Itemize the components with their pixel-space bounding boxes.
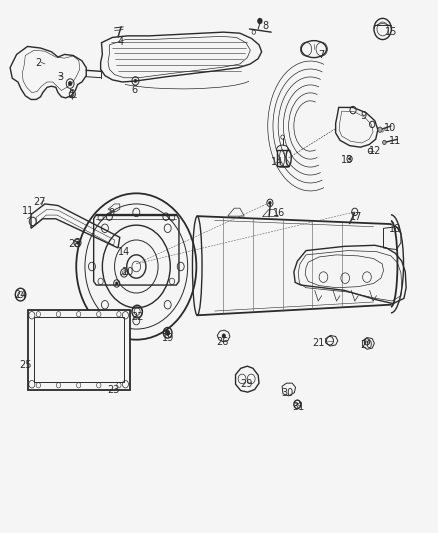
Text: 14: 14 xyxy=(118,247,131,257)
Text: 12: 12 xyxy=(369,147,381,157)
Text: 15: 15 xyxy=(385,27,397,37)
Text: 27: 27 xyxy=(33,197,46,207)
Text: 24: 24 xyxy=(14,289,26,300)
Text: 5: 5 xyxy=(68,88,74,99)
Text: 31: 31 xyxy=(293,402,305,412)
Text: 10: 10 xyxy=(384,123,396,133)
Circle shape xyxy=(268,201,271,205)
Text: 6: 6 xyxy=(131,85,137,95)
Text: 7: 7 xyxy=(318,51,325,60)
Text: 14: 14 xyxy=(271,157,283,166)
Text: 28: 28 xyxy=(68,239,81,249)
Text: 9: 9 xyxy=(360,111,367,121)
Text: 10: 10 xyxy=(121,268,134,277)
Text: 26: 26 xyxy=(216,337,229,348)
Text: 11: 11 xyxy=(389,136,401,146)
Text: 8: 8 xyxy=(262,21,268,31)
Circle shape xyxy=(378,127,382,132)
Text: 23: 23 xyxy=(107,385,120,395)
Text: 11: 11 xyxy=(22,206,35,216)
Text: 21: 21 xyxy=(312,338,325,348)
Text: 20: 20 xyxy=(360,340,372,350)
Text: 3: 3 xyxy=(57,72,63,82)
Text: 22: 22 xyxy=(131,312,143,322)
Text: 25: 25 xyxy=(19,360,32,370)
Circle shape xyxy=(222,334,226,338)
Text: 30: 30 xyxy=(282,387,294,398)
Text: 18: 18 xyxy=(389,224,401,234)
Text: 29: 29 xyxy=(240,378,252,389)
Circle shape xyxy=(166,330,170,335)
Circle shape xyxy=(116,282,118,285)
Text: 16: 16 xyxy=(273,208,285,218)
Circle shape xyxy=(134,79,137,83)
Polygon shape xyxy=(28,310,130,390)
Circle shape xyxy=(383,140,386,144)
Text: 19: 19 xyxy=(162,333,174,343)
Text: 13: 13 xyxy=(341,156,353,165)
Circle shape xyxy=(68,82,72,86)
Circle shape xyxy=(349,158,350,160)
Text: 4: 4 xyxy=(118,37,124,47)
Circle shape xyxy=(258,18,262,23)
Circle shape xyxy=(76,241,79,244)
Text: 9: 9 xyxy=(109,208,115,219)
Text: 2: 2 xyxy=(35,59,42,68)
Text: 17: 17 xyxy=(350,212,362,222)
